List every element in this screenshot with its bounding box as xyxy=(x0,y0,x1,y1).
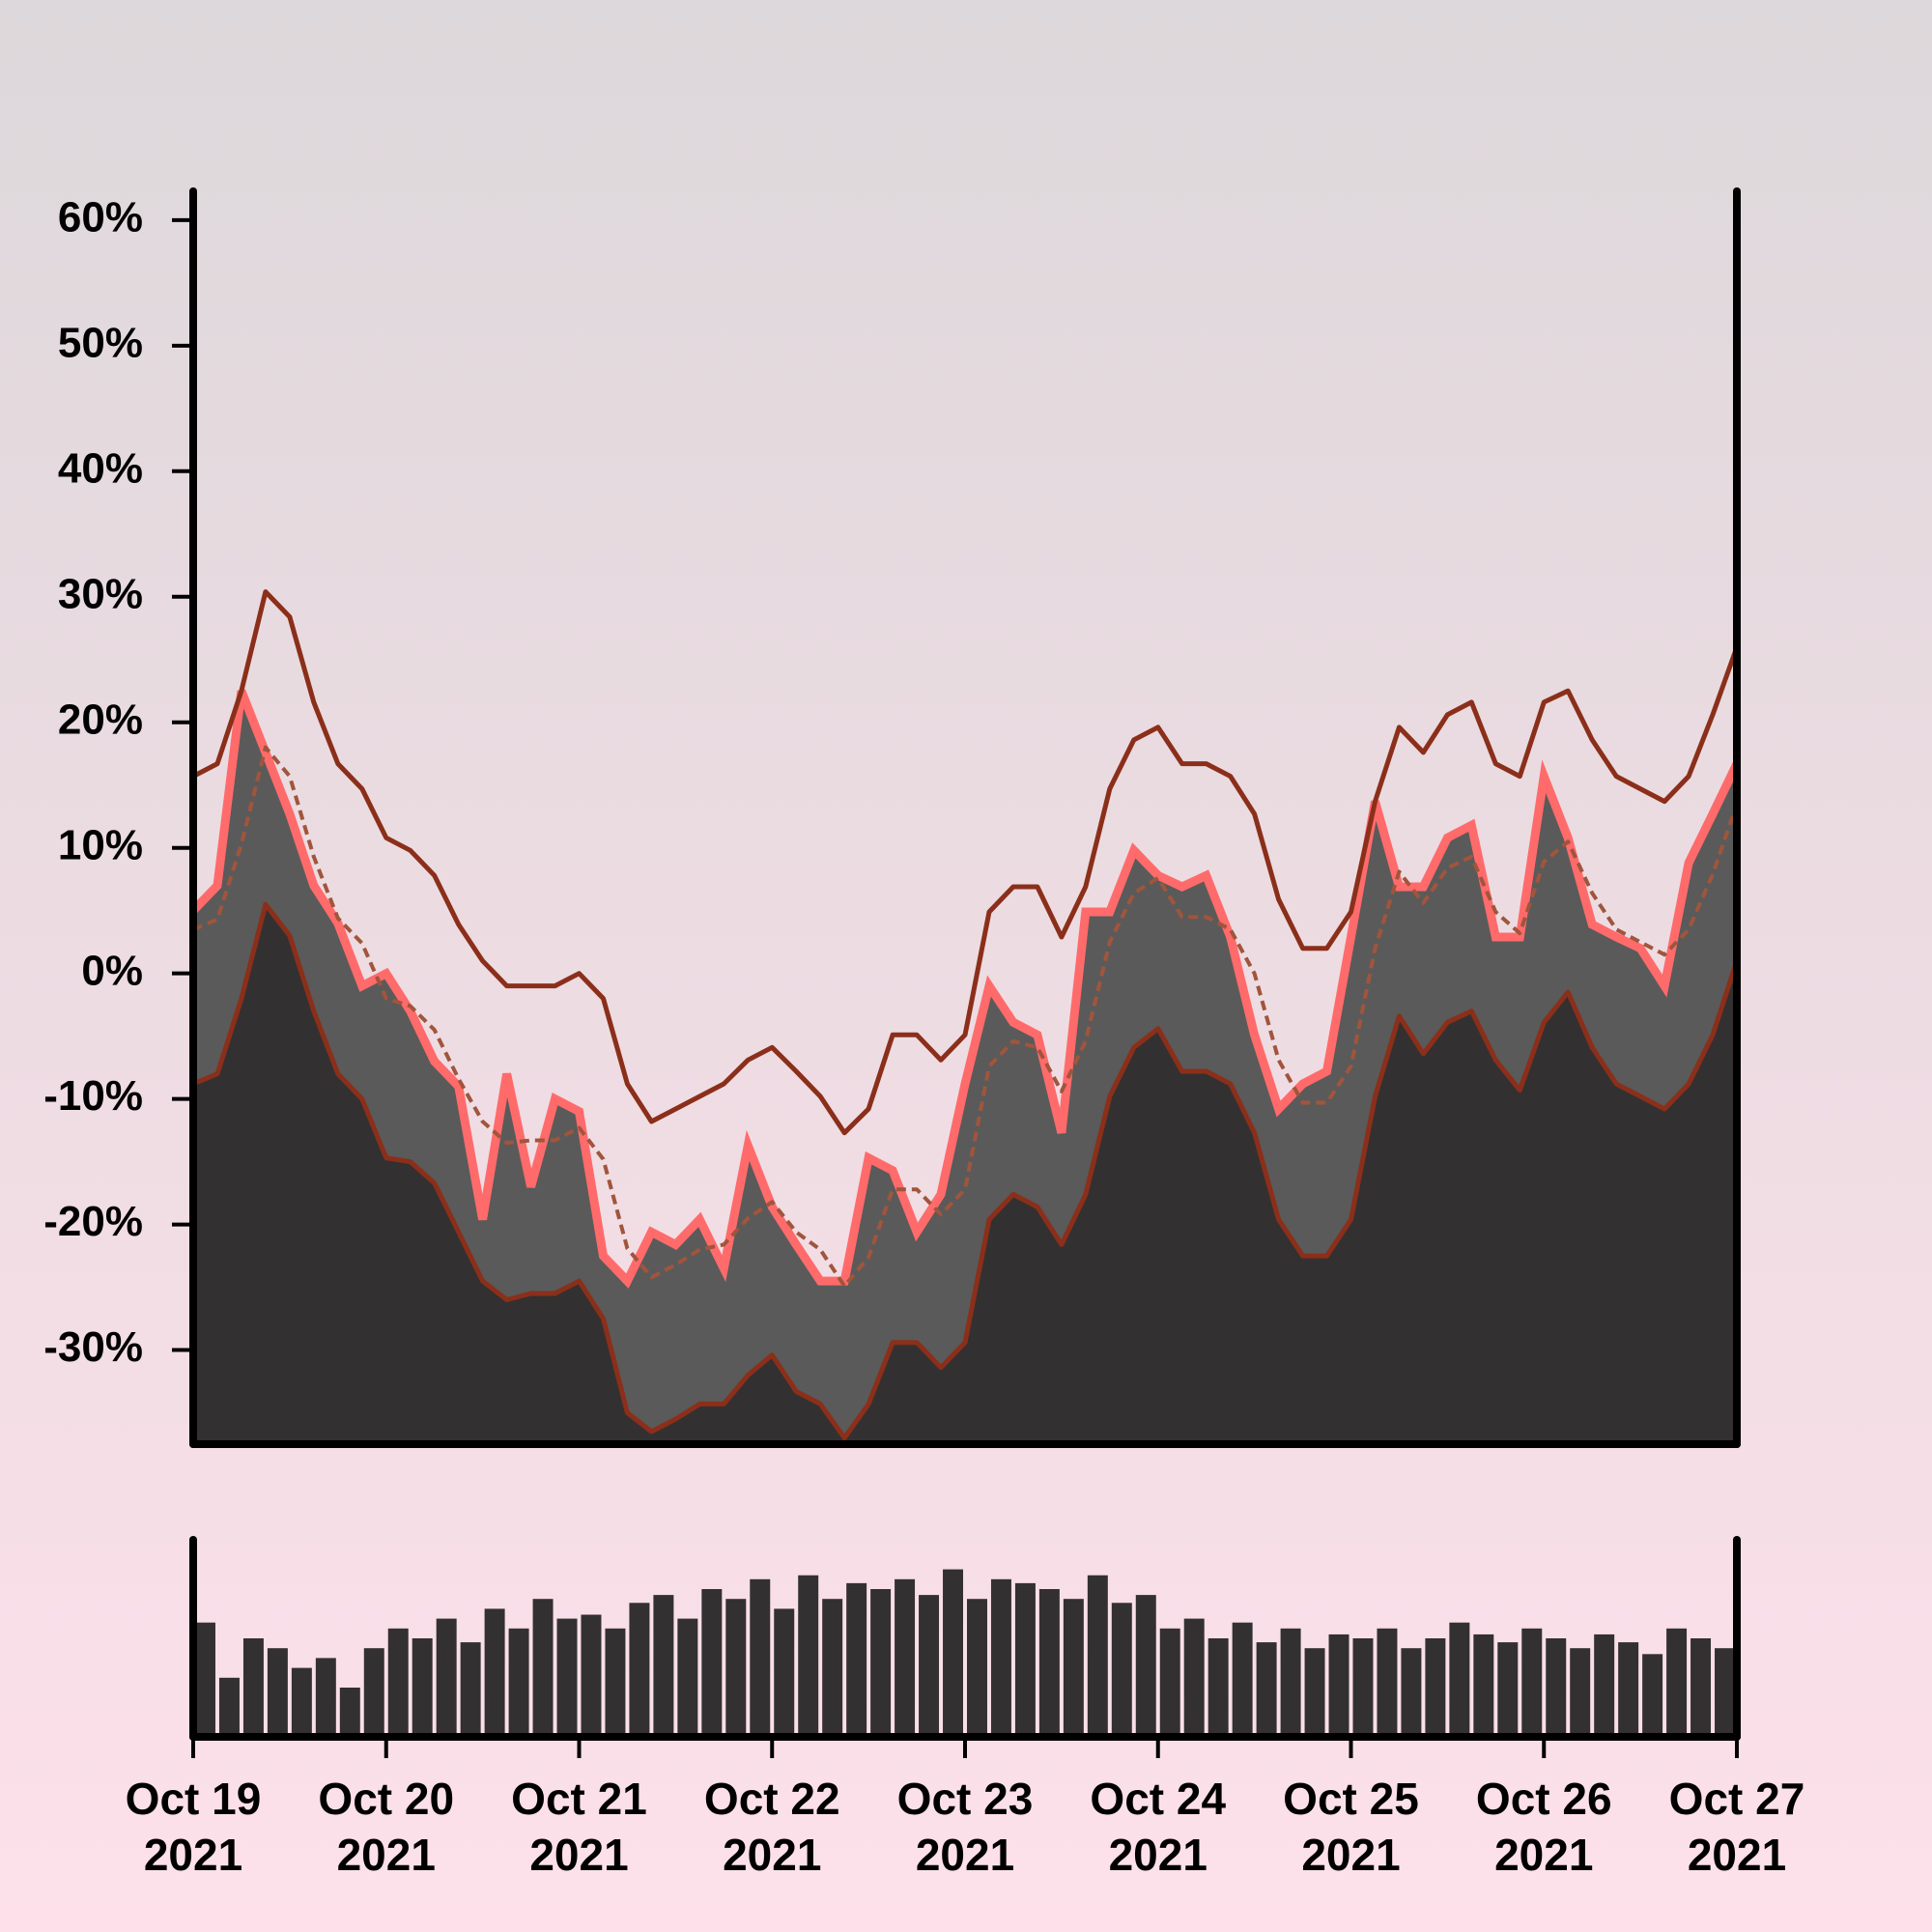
volume-bar xyxy=(339,1688,360,1737)
x-tick-label: 2021 xyxy=(1301,1830,1400,1880)
volume-bar xyxy=(1038,1589,1060,1737)
volume-bar xyxy=(436,1618,457,1737)
x-tick-label: 2021 xyxy=(529,1830,628,1880)
volume-bar xyxy=(1183,1618,1205,1737)
volume-bar xyxy=(242,1638,264,1737)
volume-bar xyxy=(846,1582,867,1737)
volume-bar xyxy=(1135,1595,1156,1737)
area-edge xyxy=(189,689,1742,1289)
y-tick-label: 0% xyxy=(81,947,143,994)
y-tick-label: 50% xyxy=(58,319,143,366)
volume-bar xyxy=(387,1628,409,1737)
y-tick-label: -30% xyxy=(43,1323,143,1371)
volume-bar xyxy=(1449,1622,1470,1737)
volume-bar xyxy=(267,1648,288,1737)
y-tick-label: 30% xyxy=(58,570,143,617)
x-tick-label: Oct 26 xyxy=(1476,1774,1612,1824)
volume-bar xyxy=(291,1667,312,1737)
volume-bar xyxy=(1570,1648,1591,1737)
volume-bar xyxy=(1232,1622,1253,1737)
y-tick-label: -20% xyxy=(43,1198,143,1245)
x-tick-label: Oct 24 xyxy=(1090,1774,1226,1824)
volume-bar xyxy=(1715,1648,1735,1737)
volume-bar xyxy=(919,1595,940,1737)
volume-bar xyxy=(1497,1642,1519,1737)
volume-bar xyxy=(508,1628,529,1737)
volume-bar xyxy=(1014,1582,1036,1737)
volume-bar xyxy=(629,1603,650,1737)
volume-bar xyxy=(1063,1599,1084,1737)
volume-bar xyxy=(1521,1628,1543,1737)
x-tick-label: 2021 xyxy=(916,1830,1014,1880)
volume-bar xyxy=(774,1608,795,1737)
volume-bar xyxy=(1328,1634,1350,1737)
x-tick-label: Oct 25 xyxy=(1283,1774,1419,1824)
y-tick-label: 60% xyxy=(58,194,143,242)
volume-bar xyxy=(677,1618,698,1737)
volume-bar xyxy=(725,1599,747,1737)
x-tick-label: 2021 xyxy=(337,1830,436,1880)
volume-bar xyxy=(798,1575,819,1737)
volume-bar xyxy=(1304,1648,1325,1737)
volume-bar xyxy=(315,1658,336,1737)
band-line xyxy=(191,589,1740,1136)
volume-bar xyxy=(1111,1603,1132,1737)
volume-bar xyxy=(653,1595,674,1737)
volume-bar xyxy=(943,1569,963,1737)
x-tick-label: 2021 xyxy=(1109,1830,1208,1880)
x-tick-label: Oct 23 xyxy=(897,1774,1034,1824)
x-tick-label: 2021 xyxy=(723,1830,821,1880)
volume-bar xyxy=(967,1599,987,1737)
volume-bar xyxy=(556,1618,578,1737)
volume-bar xyxy=(870,1589,892,1737)
volume-bar xyxy=(1401,1648,1422,1737)
volume-bar xyxy=(701,1589,723,1737)
x-tick-label: Oct 20 xyxy=(318,1774,454,1824)
volume-bar xyxy=(363,1648,384,1737)
volume-bar xyxy=(1208,1638,1229,1737)
volume-bar xyxy=(1666,1628,1688,1737)
volume-bar xyxy=(1377,1628,1398,1737)
volume-bar xyxy=(218,1677,240,1737)
volume-bar xyxy=(1352,1638,1374,1737)
volume-bar xyxy=(822,1599,843,1737)
volume-bar xyxy=(1425,1638,1446,1737)
y-tick-label: 40% xyxy=(58,444,143,492)
volume-bar xyxy=(581,1614,602,1737)
x-tick-label: 2021 xyxy=(1494,1830,1593,1880)
volume-bar xyxy=(532,1599,554,1737)
x-tick-label: 2021 xyxy=(144,1830,242,1880)
volume-bar xyxy=(1690,1638,1712,1737)
volume-bar xyxy=(460,1642,481,1737)
volume-bar xyxy=(484,1608,505,1737)
x-tick-label: Oct 22 xyxy=(704,1774,840,1824)
volume-bar xyxy=(1546,1638,1567,1737)
volume-bar xyxy=(1594,1634,1615,1737)
x-tick-label: Oct 19 xyxy=(126,1774,262,1824)
y-tick-label: 10% xyxy=(58,821,143,868)
volume-bar xyxy=(750,1578,771,1737)
volume-bar xyxy=(990,1578,1011,1737)
volume-bar xyxy=(1256,1642,1277,1737)
volume-bar xyxy=(1642,1654,1663,1737)
volume-bar xyxy=(1618,1642,1639,1737)
x-tick-label: 2021 xyxy=(1688,1830,1786,1880)
volume-bar xyxy=(895,1578,916,1737)
x-tick-label: Oct 21 xyxy=(511,1774,647,1824)
area xyxy=(193,904,1737,1444)
volume-bar xyxy=(605,1628,626,1737)
x-tick-label: Oct 27 xyxy=(1669,1774,1805,1824)
volume-bar xyxy=(1087,1575,1108,1737)
volume-bar xyxy=(1159,1628,1180,1737)
volume-bar xyxy=(1473,1634,1494,1737)
volume-bar xyxy=(1280,1628,1301,1737)
y-tick-label: 20% xyxy=(58,696,143,743)
y-tick-label: -10% xyxy=(43,1072,143,1120)
volume-bar xyxy=(195,1622,215,1737)
band-line xyxy=(192,901,1740,1440)
volume-bar xyxy=(412,1638,433,1737)
